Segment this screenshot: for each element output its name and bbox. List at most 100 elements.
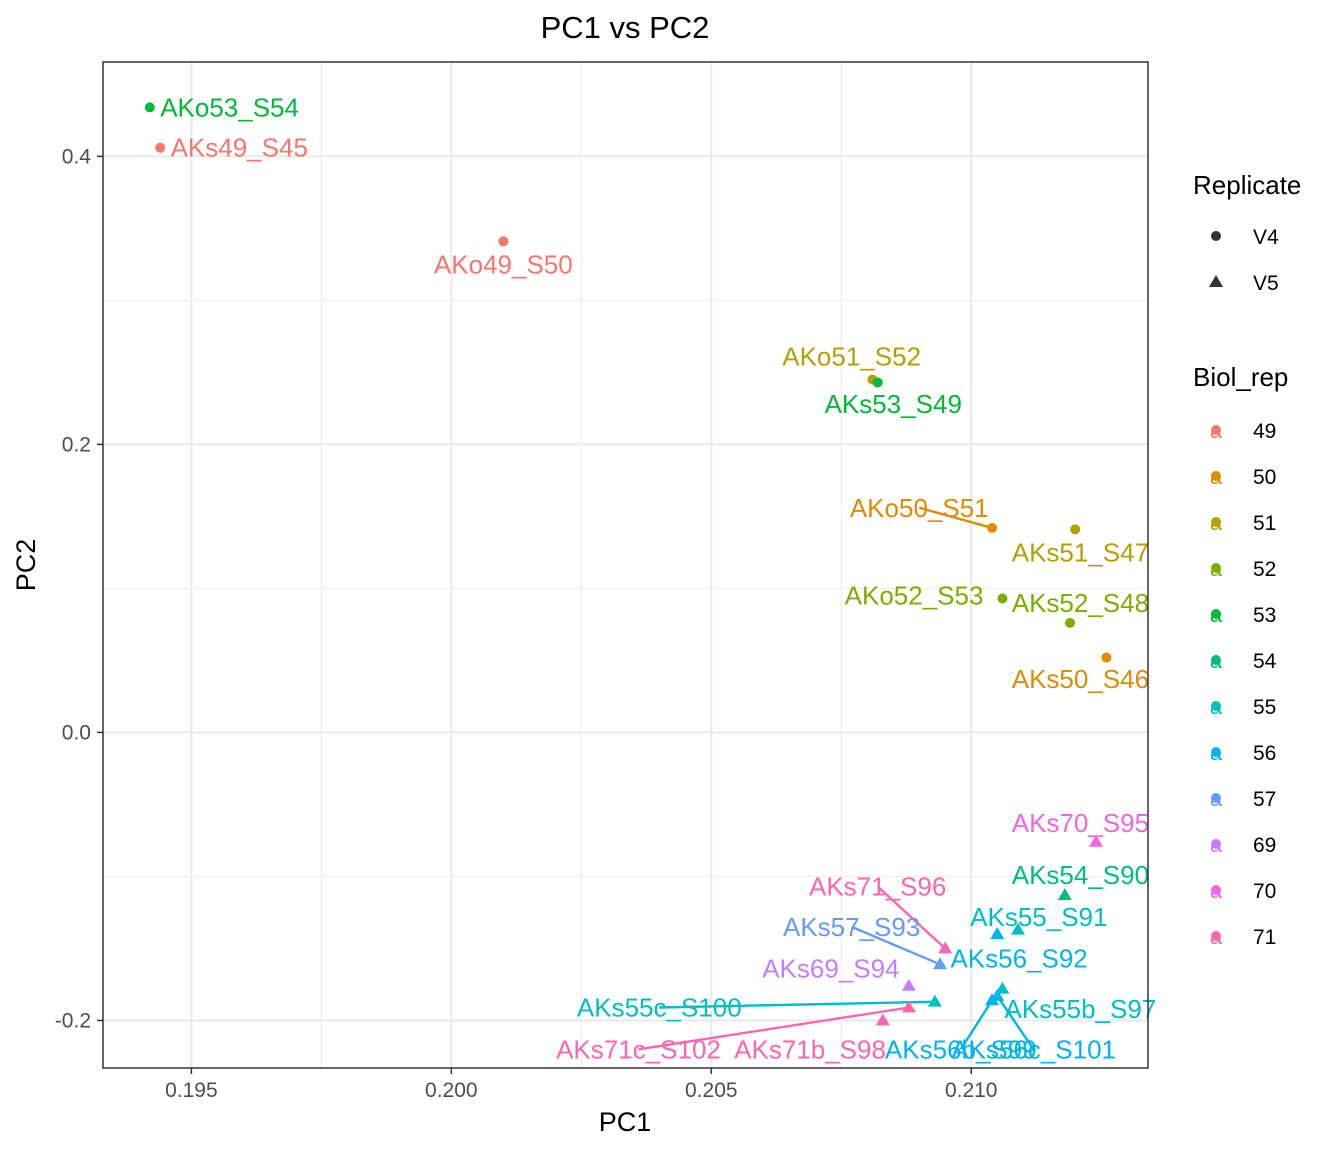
legend-label: 51 — [1253, 512, 1276, 535]
panel-border — [102, 61, 1149, 1069]
point-label: AKs56c_S101 — [951, 1034, 1116, 1064]
data-point-triangle — [901, 1000, 916, 1013]
data-point-triangle — [990, 988, 1005, 1001]
point-label: AKs54_S90 — [1012, 860, 1149, 890]
legend-key-circle — [1211, 563, 1221, 573]
point-label: AKo53_S54 — [160, 92, 299, 122]
data-point-circle — [987, 522, 998, 533]
point-label: AKs55b_S97 — [1005, 994, 1157, 1024]
legend-key-glyph: a — [1210, 832, 1223, 857]
legend-replicate: Replicate V4 V5 — [1193, 170, 1301, 295]
data-point-circle — [1070, 524, 1081, 535]
x-axis-title: PC1 — [599, 1107, 652, 1137]
data-point-circle — [155, 142, 166, 153]
legend-key-glyph: a — [1210, 694, 1223, 719]
legend-key-circle — [1211, 885, 1221, 895]
point-label: AKs55_S91 — [970, 902, 1107, 932]
x-tick-label: 0.205 — [685, 1079, 738, 1102]
legend-label: 57 — [1253, 788, 1276, 811]
legend-key-glyph: a — [1210, 510, 1223, 535]
label-connector — [918, 506, 993, 530]
data-point-circle — [1065, 617, 1076, 628]
x-tick-label: 0.210 — [945, 1079, 998, 1102]
legend-label: 70 — [1253, 880, 1276, 903]
legend-title: Biol_rep — [1193, 362, 1288, 392]
legend-label: 55 — [1253, 696, 1276, 719]
legend-key-glyph: a — [1210, 786, 1223, 811]
point-label: AKs69_S94 — [762, 954, 899, 984]
point-label: AKs55c_S100 — [577, 993, 742, 1023]
label-layer: AKo53_S54 AKs49_S45 AKo49_S50 AKo51_S52 AKs5… — [160, 92, 1156, 1064]
legend-label: 53 — [1253, 604, 1276, 627]
point-label: AKs49_S45 — [171, 133, 308, 163]
point-label: AKs57_S93 — [783, 912, 920, 942]
point-label: AKo52_S53 — [845, 581, 984, 611]
legend-key-glyph: a — [1210, 740, 1223, 765]
point-label: AKs56_S92 — [950, 944, 1087, 974]
grid-layer — [103, 62, 1148, 1068]
data-point-triangle — [901, 978, 916, 991]
point-label: AKs52_S48 — [1012, 588, 1149, 618]
legend-key-circle — [1211, 793, 1221, 803]
legend-key-triangle — [1209, 275, 1223, 287]
legend-label: 54 — [1253, 650, 1277, 673]
y-tick-label: 0.0 — [62, 721, 91, 744]
point-label: AKs71c_S102 — [556, 1034, 721, 1064]
y-tick-label: -0.2 — [55, 1009, 91, 1032]
label-connector — [659, 1000, 935, 1009]
data-point-triangle — [927, 994, 942, 1007]
legend-key-circle — [1211, 747, 1221, 757]
point-label: AKs53_S49 — [825, 389, 962, 419]
legend-key-circle — [1211, 701, 1221, 711]
data-point-triangle — [1057, 888, 1072, 901]
point-label: AKs51_S47 — [1012, 537, 1149, 567]
legend-label: 69 — [1253, 834, 1276, 857]
chart-title: PC1 vs PC2 — [541, 10, 710, 45]
legend-key-glyph: a — [1210, 924, 1223, 949]
point-label: AKs71_S96 — [809, 872, 946, 902]
y-axis-title: PC2 — [11, 539, 41, 592]
point-label: AKs56b_S99 — [885, 1034, 1037, 1064]
data-point-circle — [144, 102, 155, 113]
point-label: AKo51_S52 — [782, 342, 921, 372]
data-point-triangle — [933, 957, 948, 970]
panel-background — [103, 62, 1148, 1068]
label-connector — [876, 885, 947, 950]
legend-key-glyph: a — [1210, 602, 1223, 627]
data-point-circle — [1101, 652, 1112, 663]
connector-layer — [638, 506, 1035, 1051]
point-label: AKo49_S50 — [434, 249, 573, 279]
point-label: AKo50_S51 — [850, 493, 989, 523]
data-point-triangle — [1011, 922, 1026, 935]
point-label: AKs70_S95 — [1012, 808, 1149, 838]
legend-key-glyph: a — [1210, 418, 1223, 443]
y-tick-label: 0.2 — [62, 433, 91, 456]
point-layer — [144, 102, 1112, 1026]
legend-label: V5 — [1253, 272, 1279, 295]
label-connector — [851, 925, 941, 966]
legend-label: V4 — [1253, 226, 1279, 249]
legend-label: 49 — [1253, 420, 1276, 443]
legend-key-glyph: a — [1210, 648, 1223, 673]
legend-title: Replicate — [1193, 170, 1301, 200]
label-connector — [996, 995, 1035, 1050]
label-connector — [959, 999, 994, 1050]
legend-key-circle — [1211, 231, 1221, 241]
data-point-triangle — [875, 1013, 890, 1026]
legend-label: 56 — [1253, 742, 1276, 765]
x-tick-label: 0.195 — [165, 1079, 218, 1102]
legend-key-circle — [1211, 839, 1221, 849]
data-point-triangle — [938, 941, 953, 954]
legend-label: 50 — [1253, 466, 1276, 489]
data-point-triangle — [1089, 834, 1104, 847]
legend-key-circle — [1211, 609, 1221, 619]
legend-label: 71 — [1253, 926, 1276, 949]
legend-key-glyph: a — [1210, 464, 1223, 489]
legend-key-circle — [1211, 931, 1221, 941]
point-label: AKs71b_S98 — [734, 1034, 886, 1064]
axis-layer: 0.195 0.200 0.205 0.210 -0.2 0.0 0.2 0.4 — [55, 145, 998, 1102]
label-connector — [638, 1006, 910, 1051]
legend-key-glyph: a — [1210, 878, 1223, 903]
